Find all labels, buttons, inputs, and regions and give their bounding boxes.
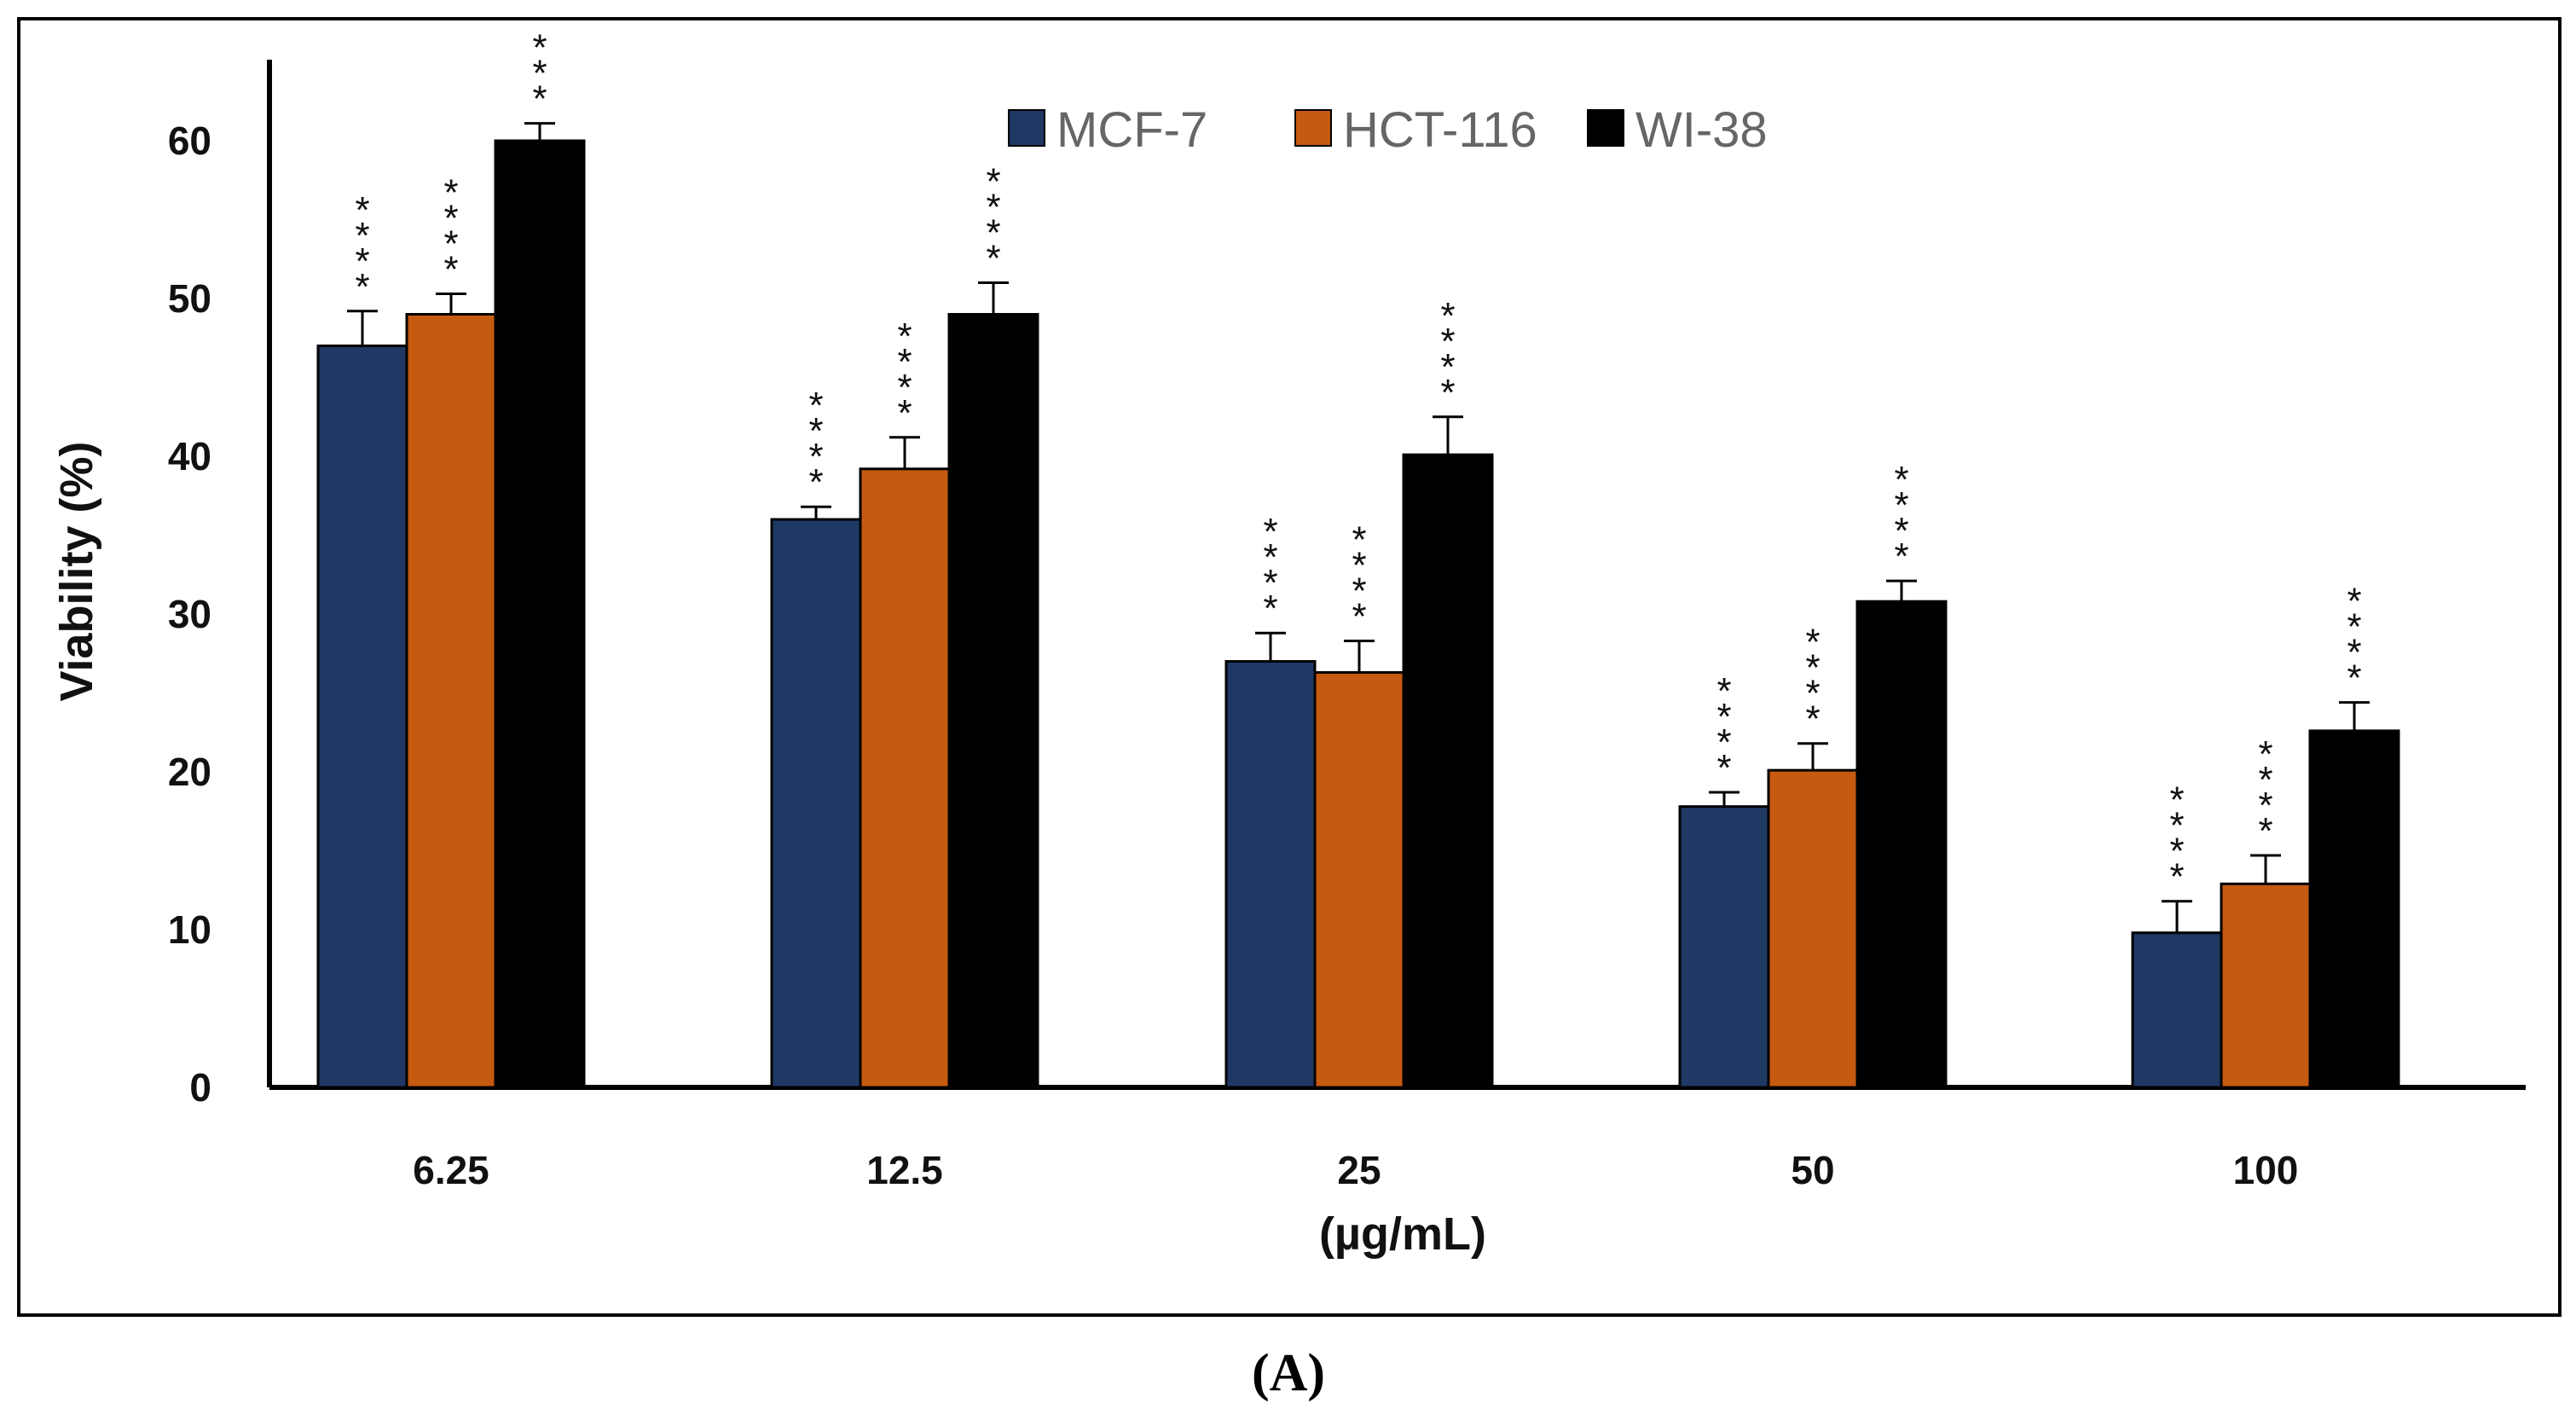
significance-star: *: [443, 197, 458, 239]
bar-mcf-7: [1224, 660, 1317, 1089]
significance-star: *: [532, 53, 547, 95]
legend-swatch-wi-38: [1587, 109, 1624, 147]
significance-star: *: [2169, 856, 2184, 898]
significance-star: *: [1805, 647, 1820, 689]
significance-star: *: [986, 212, 1000, 254]
bar-wi-38: [2308, 729, 2400, 1089]
y-tick-label: 60: [168, 119, 211, 163]
significance-star: *: [1263, 536, 1277, 578]
significance-star: *: [2347, 606, 2361, 648]
bar-hct-116: [1313, 670, 1405, 1089]
significance-star: *: [1352, 570, 1366, 611]
significance-star: *: [897, 316, 912, 357]
significance-star: *: [897, 392, 912, 434]
significance-star: *: [1352, 519, 1366, 560]
legend-label-mcf-7: MCF-7: [1056, 102, 1207, 158]
bar-wi-38: [1855, 600, 1948, 1089]
bar-mcf-7: [1678, 805, 1770, 1089]
bar-mcf-7: [316, 345, 408, 1089]
significance-star: *: [2258, 810, 2272, 852]
y-tick-label: 40: [168, 434, 211, 478]
significance-star: *: [808, 385, 823, 426]
significance-star: *: [532, 27, 547, 69]
significance-star: *: [2258, 759, 2272, 801]
legend-label-wi-38: WI-38: [1635, 102, 1768, 158]
significance-star: *: [1440, 372, 1455, 414]
significance-star: *: [1440, 321, 1455, 362]
significance-star: *: [355, 241, 369, 282]
significance-star: *: [2347, 632, 2361, 674]
significance-star: *: [443, 171, 458, 213]
panel-label: (A): [1252, 1344, 1325, 1402]
significance-star: *: [808, 410, 823, 452]
x-axis-title: (µg/mL): [1319, 1208, 1486, 1260]
significance-star: *: [1716, 722, 1731, 763]
significance-star: *: [986, 187, 1000, 229]
significance-star: *: [2347, 581, 2361, 623]
significance-star: *: [2169, 780, 2184, 821]
significance-star: *: [355, 189, 369, 231]
significance-star: *: [1352, 544, 1366, 586]
legend-swatch-mcf-7: [1008, 109, 1045, 147]
significance-star: *: [1716, 670, 1731, 712]
legend-swatch-hct-116: [1294, 109, 1332, 147]
significance-star: *: [1894, 459, 1908, 501]
significance-star: *: [986, 238, 1000, 280]
significance-star: *: [1716, 747, 1731, 789]
x-tick-label: 12.5: [866, 1148, 943, 1192]
significance-star: *: [1440, 346, 1455, 388]
significance-star: *: [1263, 562, 1277, 604]
y-tick-label: 0: [189, 1065, 211, 1110]
significance-star: *: [1894, 510, 1908, 552]
significance-star: *: [1716, 696, 1731, 738]
y-tick-label: 20: [168, 750, 211, 794]
bar-mcf-7: [770, 518, 862, 1089]
y-tick-label: 50: [168, 276, 211, 321]
legend: MCF-7 HCT-116 WI-38: [1008, 102, 1768, 158]
significance-star: *: [2258, 733, 2272, 775]
bar-hct-116: [405, 313, 497, 1089]
significance-star: *: [1805, 698, 1820, 740]
y-tick-label: 30: [168, 592, 211, 636]
significance-star: *: [2169, 805, 2184, 847]
significance-star: *: [1805, 673, 1820, 715]
significance-star: *: [443, 223, 458, 264]
bar-hct-116: [1767, 768, 1859, 1089]
bar-wi-38: [947, 313, 1039, 1089]
bar-hct-116: [2220, 882, 2312, 1089]
significance-star: *: [808, 461, 823, 503]
x-tick-label: 25: [1337, 1148, 1381, 1192]
x-tick-label: 6.25: [413, 1148, 489, 1192]
significance-star: *: [1894, 536, 1908, 577]
significance-star: *: [897, 341, 912, 383]
significance-star: *: [1263, 588, 1277, 629]
significance-star: *: [1263, 511, 1277, 553]
significance-star: *: [897, 367, 912, 409]
bar-hct-116: [859, 467, 951, 1089]
significance-star: *: [2347, 658, 2361, 699]
significance-star: *: [1894, 484, 1908, 526]
y-tick-label: 10: [168, 907, 211, 952]
significance-star: *: [1805, 622, 1820, 664]
significance-star: *: [355, 215, 369, 257]
legend-label-hct-116: HCT-116: [1343, 102, 1537, 158]
significance-star: *: [1440, 295, 1455, 337]
bar-wi-38: [494, 139, 586, 1089]
x-tick-label: 100: [2233, 1148, 2299, 1192]
significance-star: *: [443, 248, 458, 290]
bar-mcf-7: [2131, 931, 2223, 1089]
significance-star: *: [2169, 831, 2184, 872]
x-tick-label: 50: [1791, 1148, 1834, 1192]
y-axis-title: Viability (%): [51, 441, 102, 701]
significance-star: *: [808, 436, 823, 478]
bar-wi-38: [1402, 453, 1494, 1089]
significance-star: *: [986, 161, 1000, 203]
significance-star: *: [532, 78, 547, 120]
significance-star: *: [355, 266, 369, 308]
significance-star: *: [1352, 595, 1366, 637]
significance-star: *: [2258, 785, 2272, 826]
